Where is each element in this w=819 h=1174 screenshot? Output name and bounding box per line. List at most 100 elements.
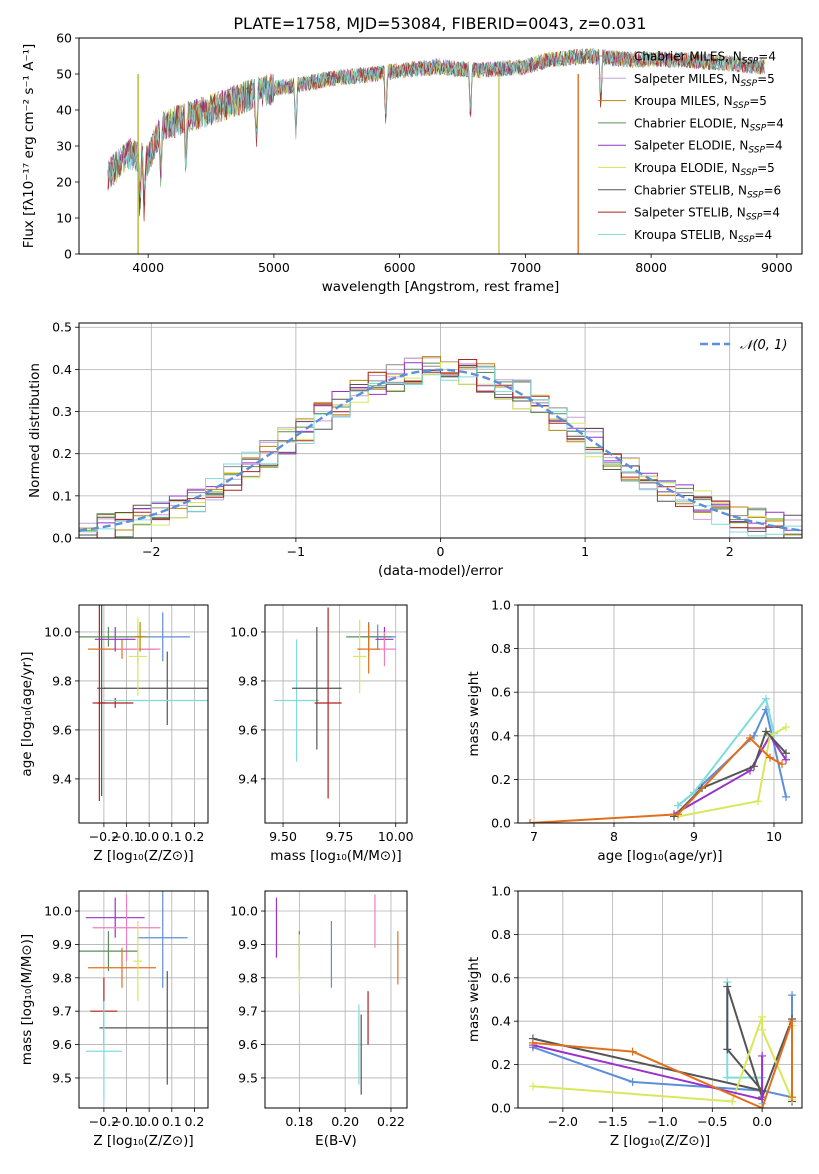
legend-label: 𝒩(0, 1) — [740, 338, 787, 353]
plot-area-z-age — [79, 605, 208, 801]
y-tick-label: 9.5 — [238, 1070, 258, 1085]
weight-marker — [754, 797, 762, 806]
x-tick-label: −1.0 — [647, 1114, 677, 1129]
legend-subscript: SSP — [741, 168, 758, 178]
axes-frame — [264, 890, 408, 1109]
legend-label-text: Salpeter ELODIE, N — [634, 139, 748, 153]
x-tick-label: 0.0 — [139, 829, 159, 844]
x-tick-label: −1.5 — [597, 1114, 627, 1129]
gaussian-curve — [79, 368, 802, 532]
legend-label-text: Kroupa ELODIE, N — [634, 161, 741, 175]
legend-label: Salpeter ELODIE, NSSP=4 — [634, 139, 783, 156]
y-tick-label: 9.6 — [238, 1037, 258, 1052]
y-tick-label: 40 — [56, 103, 72, 118]
plot-area-residuals — [79, 356, 802, 538]
weight-marker — [788, 1017, 797, 1026]
legend-count: =4 — [766, 116, 784, 130]
legend-label: Kroupa MILES, NSSP=5 — [634, 94, 767, 111]
panel-spectrum: 4000 5000 6000 7000 8000 9000 0 10 20 30 40 50 60 wav… — [21, 31, 803, 295]
y-tick-label: 0.2 — [52, 446, 72, 461]
legend-label-text: Chabrier ELODIE, N — [634, 116, 750, 130]
weight-marker — [782, 749, 790, 758]
figure-title: PLATE=1758, MJD=53084, FIBERID=0043, z=0… — [233, 14, 646, 33]
legend-label-text: Chabrier STELIB, N — [634, 183, 747, 197]
legend-label: Kroupa ELODIE, NSSP=5 — [634, 161, 775, 178]
x-tick-label: −0.1 — [111, 829, 141, 844]
y-tick-label: 1.0 — [491, 598, 511, 613]
y-tick-label: 60 — [56, 31, 72, 46]
plot-area-age-weight — [526, 694, 790, 823]
y-axis-label: mass weight — [466, 957, 482, 1042]
plot-area-z-weight — [528, 978, 797, 1108]
y-tick-label: 30 — [56, 139, 72, 154]
panel-z-mass: −0.2−0.10.0 0.1 0.2 9.5 9.6 9.7 9.8 9.9 10.0 Z [l… — [19, 890, 209, 1149]
x-axis-label: Z [log₁₀(Z/Z⊙)] — [93, 848, 193, 864]
x-tick-label: 5000 — [258, 260, 290, 275]
y-tick-label: 0.8 — [491, 641, 511, 656]
x-axis-label: mass [log₁₀(M/M⊙)] — [270, 848, 401, 864]
y-tick-label: 0.8 — [491, 927, 511, 942]
x-tick-label: 1 — [581, 544, 589, 559]
y-tick-label: 0.1 — [52, 488, 72, 503]
legend-count: =4 — [765, 139, 783, 153]
legend-subscript: SSP — [746, 213, 763, 223]
x-tick-label: −0.1 — [111, 1114, 141, 1129]
legend-label: Salpeter MILES, NSSP=5 — [634, 72, 775, 89]
weight-marker — [766, 753, 774, 762]
y-tick-label: 0.4 — [491, 1014, 511, 1029]
x-tick-label: 9.50 — [269, 829, 297, 844]
plot-area-ebv-mass — [275, 894, 399, 1095]
y-axis-label: Flux [fλ10⁻¹⁷ erg cm⁻² s⁻¹ A⁻¹] — [21, 44, 37, 249]
legend-count: =5 — [749, 94, 767, 108]
axes-frame — [517, 604, 803, 824]
y-tick-label: 0.2 — [491, 1057, 511, 1072]
y-tick-label: 10.0 — [230, 904, 258, 919]
weight-marker — [728, 1097, 737, 1106]
y-tick-label: 9.7 — [52, 1004, 72, 1019]
weight-marker — [723, 982, 732, 991]
x-axis-label: age [log₁₀(age/yr)] — [597, 848, 722, 864]
legend-label-text: Salpeter MILES, N — [634, 72, 741, 86]
panel-mass-age: 9.50 9.75 10.00 9.4 9.6 9.8 10.0 mass [log₁₀(M/… — [230, 604, 414, 864]
legend-count: =6 — [764, 183, 782, 197]
weight-marker — [723, 1073, 732, 1082]
x-tick-label: 9.75 — [325, 829, 353, 844]
x-tick-label: 0.2 — [184, 829, 204, 844]
legend-count: =4 — [758, 50, 776, 64]
axes-frame — [78, 322, 803, 539]
plot-area-mass-age — [274, 607, 396, 799]
x-tick-label: −0.2 — [89, 829, 119, 844]
y-tick-label: 0.6 — [491, 685, 511, 700]
legend-count: =4 — [754, 228, 772, 242]
x-tick-label: 0.22 — [377, 1114, 405, 1129]
weight-series — [529, 736, 783, 823]
x-tick-label: 0.20 — [331, 1114, 359, 1129]
x-tick-label: −2 — [142, 544, 160, 559]
weight-series — [677, 726, 787, 818]
legend-label-text: Kroupa STELIB, N — [634, 228, 738, 242]
x-tick-label: 9000 — [761, 260, 793, 275]
axes-frame — [517, 890, 803, 1109]
y-tick-label: 9.8 — [238, 970, 258, 985]
weight-marker — [628, 1047, 637, 1056]
weight-marker — [762, 694, 770, 703]
x-tick-label: 10.00 — [378, 829, 414, 844]
plot-area-spectrum — [107, 47, 765, 254]
y-axis-label: Normed distribution — [27, 363, 43, 498]
panel-z-age: −0.2−0.10.0 0.1 0.2 9.4 9.6 9.8 10.0 Z [log₁₀(Z… — [19, 604, 209, 864]
histogram-series — [79, 367, 802, 538]
axes-frame — [78, 37, 803, 255]
y-tick-label: 9.9 — [238, 937, 258, 952]
weight-series — [677, 696, 775, 807]
weight-marker — [528, 1082, 537, 1091]
y-tick-label: 1.0 — [491, 884, 511, 899]
y-tick-label: 0.4 — [491, 728, 511, 743]
x-tick-label: 0.18 — [285, 1114, 313, 1129]
y-tick-label: 0.0 — [491, 816, 511, 831]
y-tick-label: 0.0 — [52, 531, 72, 546]
x-tick-label: 7000 — [509, 260, 541, 275]
legend-subscript: SSP — [733, 101, 750, 111]
weight-marker — [674, 810, 682, 819]
legend-label: Kroupa STELIB, NSSP=4 — [634, 228, 772, 245]
y-tick-label: 10.0 — [230, 624, 258, 639]
